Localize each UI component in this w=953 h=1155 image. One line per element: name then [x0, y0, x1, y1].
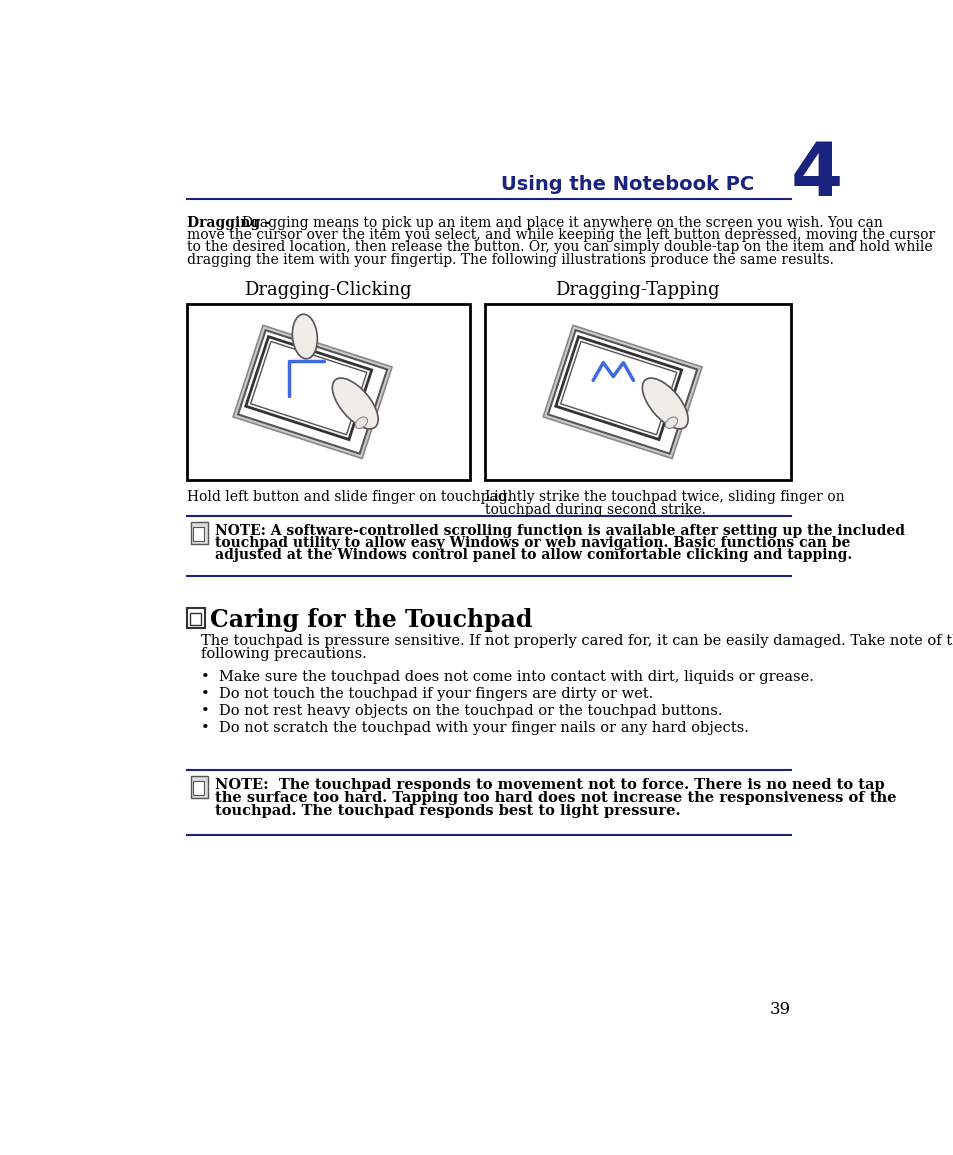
Text: •  Do not scratch the touchpad with your finger nails or any hard objects.: • Do not scratch the touchpad with your …	[200, 721, 748, 735]
Text: Dragging-Clicking: Dragging-Clicking	[244, 281, 411, 299]
Polygon shape	[556, 336, 681, 440]
Text: Lightly strike the touchpad twice, sliding finger on: Lightly strike the touchpad twice, slidi…	[484, 491, 843, 505]
Text: 39: 39	[769, 1001, 790, 1018]
Ellipse shape	[355, 417, 367, 429]
Ellipse shape	[292, 314, 317, 359]
Bar	[193, 781, 204, 795]
Polygon shape	[547, 330, 697, 454]
Polygon shape	[542, 326, 701, 459]
Bar	[187, 304, 469, 479]
Text: •  Do not rest heavy objects on the touchpad or the touchpad buttons.: • Do not rest heavy objects on the touch…	[200, 703, 721, 717]
Text: 4: 4	[790, 139, 842, 213]
Text: •  Do not touch the touchpad if your fingers are dirty or wet.: • Do not touch the touchpad if your fing…	[200, 687, 652, 701]
Polygon shape	[251, 342, 367, 434]
Text: dragging the item with your fingertip. The following illustrations produce the s: dragging the item with your fingertip. T…	[187, 253, 833, 267]
Bar	[191, 776, 208, 798]
Bar	[187, 609, 205, 628]
Polygon shape	[238, 330, 387, 454]
Text: The touchpad is pressure sensitive. If not properly cared for, it can be easily : The touchpad is pressure sensitive. If n…	[200, 634, 953, 648]
Ellipse shape	[641, 378, 687, 429]
Text: touchpad. The touchpad responds best to light pressure.: touchpad. The touchpad responds best to …	[214, 804, 679, 818]
Text: NOTE:  The touchpad responds to movement not to force. There is no need to tap: NOTE: The touchpad responds to movement …	[214, 777, 883, 791]
Text: •  Make sure the touchpad does not come into contact with dirt, liquids or greas: • Make sure the touchpad does not come i…	[200, 670, 813, 684]
Text: the surface too hard. Tapping too hard does not increase the responsiveness of t: the surface too hard. Tapping too hard d…	[214, 791, 895, 805]
Bar	[191, 522, 208, 544]
Text: Dragging-Tapping: Dragging-Tapping	[555, 281, 720, 299]
Bar	[193, 527, 204, 541]
Text: Caring for the Touchpad: Caring for the Touchpad	[210, 609, 532, 632]
Text: touchpad utility to allow easy Windows or web navigation. Basic functions can be: touchpad utility to allow easy Windows o…	[214, 536, 849, 550]
Text: adjusted at the Windows control panel to allow comfortable clicking and tapping.: adjusted at the Windows control panel to…	[214, 549, 851, 562]
Text: Dragging means to pick up an item and place it anywhere on the screen you wish. : Dragging means to pick up an item and pl…	[242, 216, 882, 230]
Ellipse shape	[664, 417, 677, 429]
Polygon shape	[233, 326, 392, 459]
Text: touchpad during second strike.: touchpad during second strike.	[484, 502, 705, 516]
Text: Dragging -: Dragging -	[187, 216, 270, 230]
Text: following precautions.: following precautions.	[200, 647, 366, 661]
Bar	[484, 304, 790, 479]
Polygon shape	[246, 336, 372, 440]
Text: to the desired location, then release the button. Or, you can simply double-tap : to the desired location, then release th…	[187, 240, 931, 254]
Text: move the cursor over the item you select, and while keeping the left button depr: move the cursor over the item you select…	[187, 228, 934, 241]
Text: Hold left button and slide finger on touchpad.: Hold left button and slide finger on tou…	[187, 491, 510, 505]
Text: Using the Notebook PC: Using the Notebook PC	[501, 176, 754, 194]
Ellipse shape	[332, 378, 377, 429]
Polygon shape	[560, 342, 676, 434]
Text: NOTE: A software-controlled scrolling function is available after setting up the: NOTE: A software-controlled scrolling fu…	[214, 523, 903, 537]
Bar	[190, 613, 200, 625]
